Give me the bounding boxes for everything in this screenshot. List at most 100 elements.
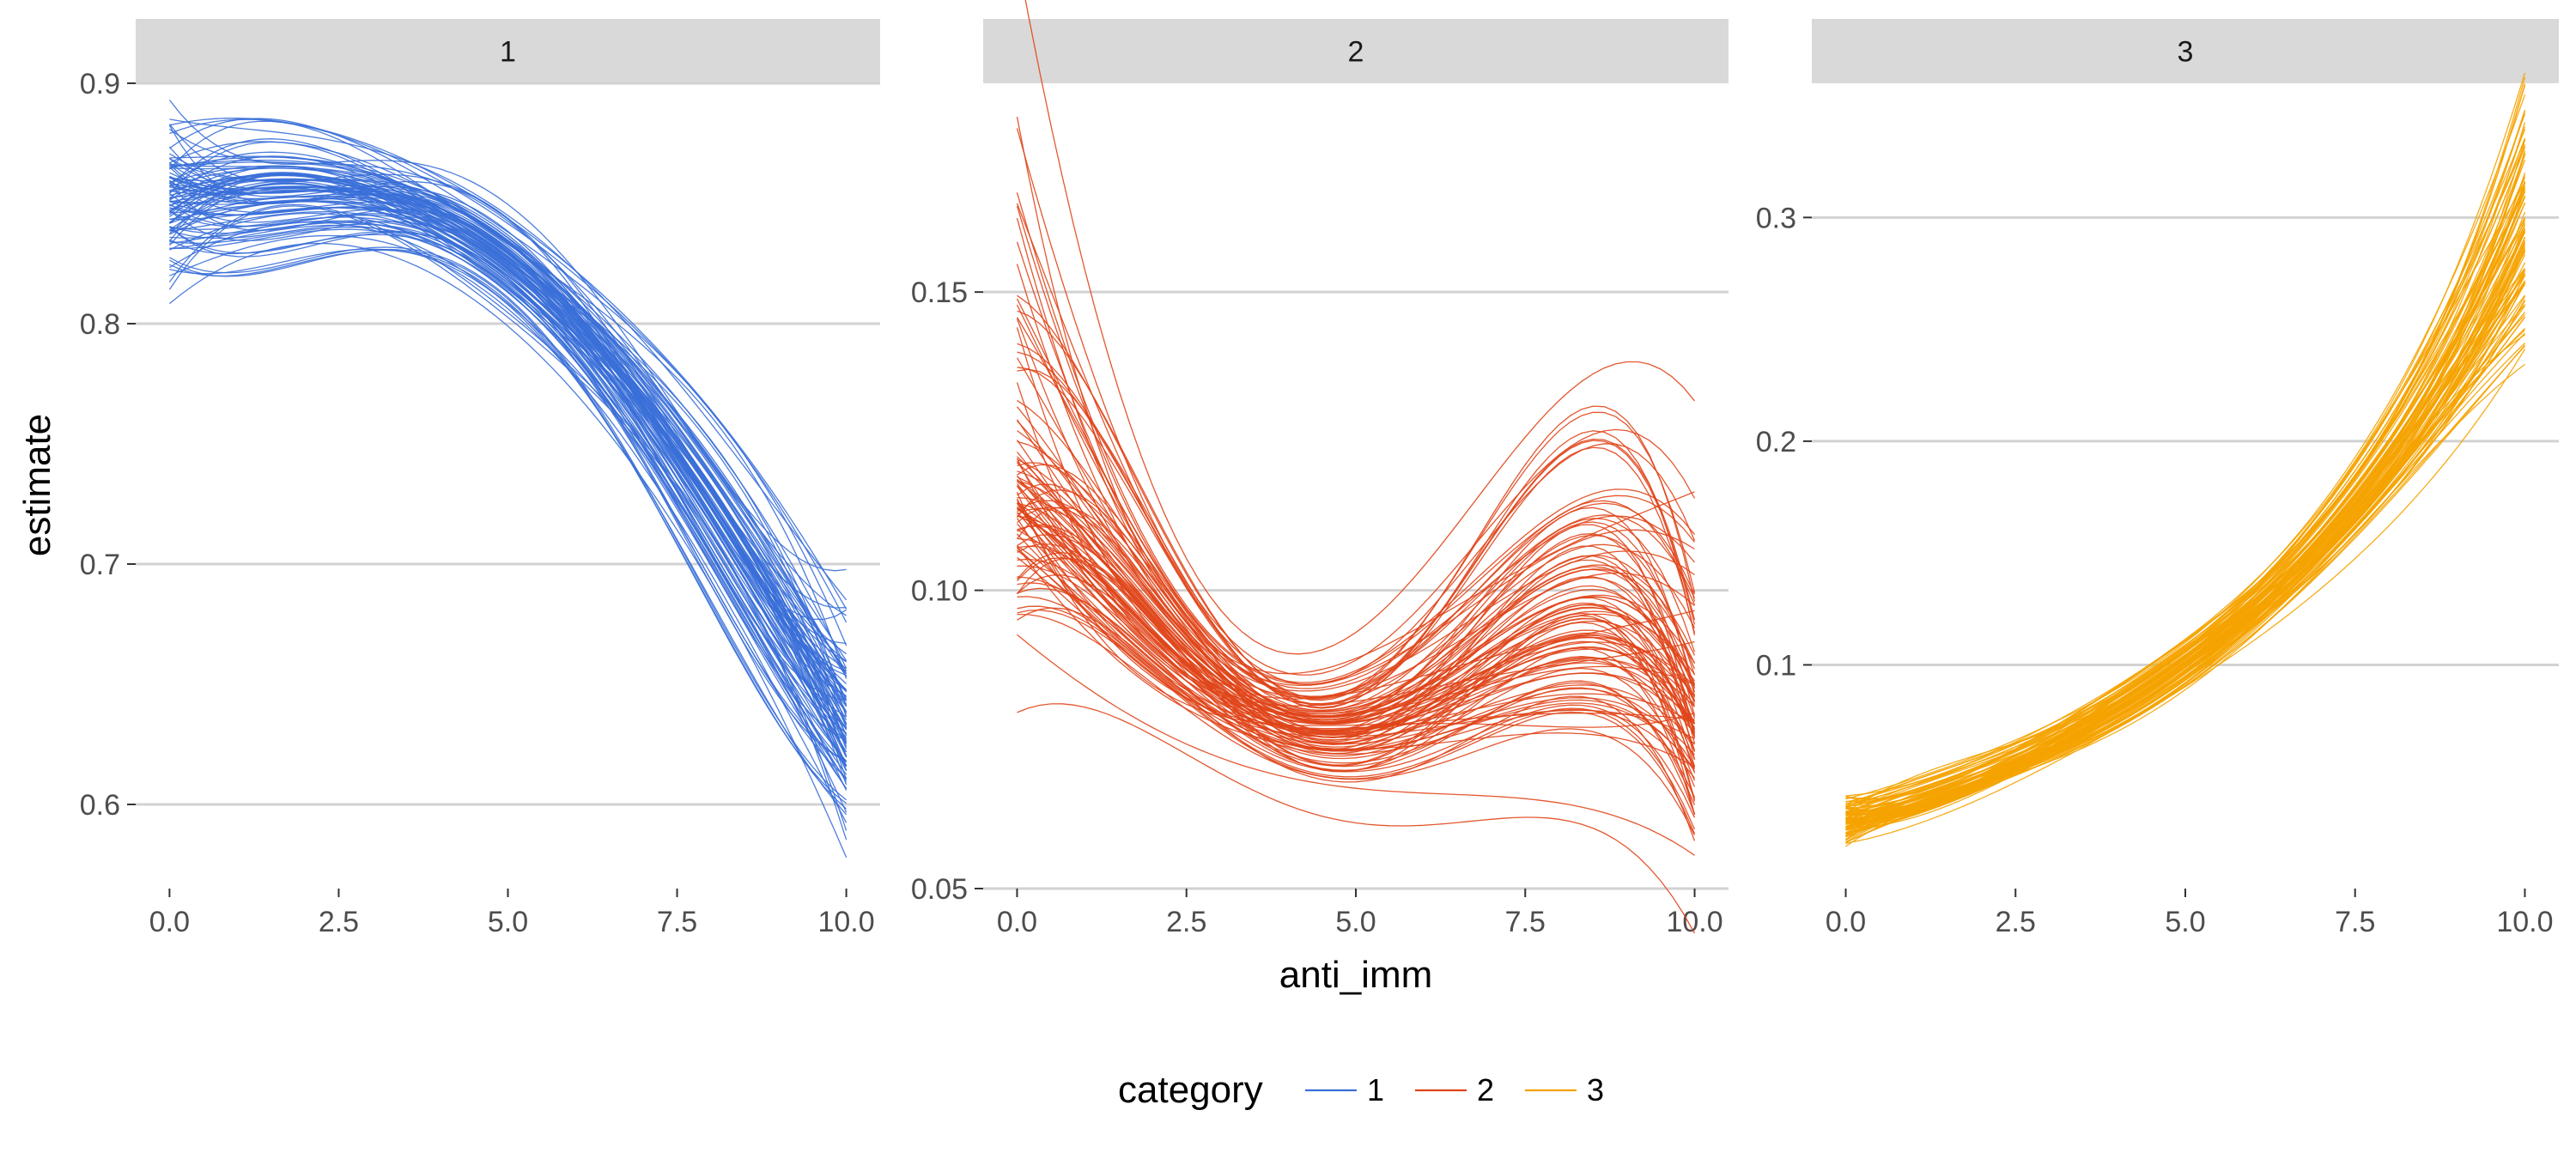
series-draw-line [1016,483,1695,725]
series-draw-line [1845,349,2526,844]
series-draw-line [1845,231,2526,822]
series-draw-line [1845,250,2526,824]
x-tick-label: 0.0 [149,906,190,938]
series-draw-line [1845,275,2526,829]
series-draw-line [169,141,848,669]
y-axis-title: estimate [16,414,58,556]
x-tick-label: 10.0 [817,906,874,938]
series-draw-line [1017,478,1696,723]
series-draw-line [1845,188,2526,815]
series-draw-line [1845,182,2526,814]
series-draw-line [1016,558,1696,816]
series-draw-line [169,196,848,758]
series-draw-line [168,242,848,858]
series-draw-line [1845,240,2526,822]
series-draw-line [169,197,848,729]
series-draw-line [1845,242,2526,823]
series-draw-line [1017,507,1696,735]
series-draw-line [1845,217,2526,819]
y-tick-label: 0.7 [80,549,120,581]
legend-label-2: 2 [1477,1072,1494,1107]
series-draw-line [1845,237,2526,822]
y-tick-label: 0.1 [1756,649,1796,682]
series-draw-line [1845,232,2526,822]
series-draws-2 [1016,0,1696,934]
series-draw-line [1845,243,2526,823]
legend-title: category [1118,1069,1263,1111]
series-draw-line [1016,506,1696,760]
series-draw-line [1017,703,1696,934]
series-draw-line [1017,525,1696,751]
series-draw-line [169,234,848,779]
series-draw-line [1845,126,2526,805]
series-draw-line [169,156,848,677]
series-draw-line [1017,634,1695,856]
facet-strip-label: 3 [2178,36,2194,69]
x-tick-label: 2.5 [1996,906,2036,938]
x-tick-label: 2.5 [319,906,359,938]
series-draw-line [1016,498,1695,730]
series-draw-line [169,248,848,816]
series-draw-line [1845,180,2526,815]
series-draw-line [1017,524,1696,752]
series-draw-line [1845,262,2526,827]
facet-strip-bg [136,19,880,83]
series-draw-line [169,158,848,663]
series-draw-line [169,118,848,646]
series-draw-line [1845,283,2526,831]
series-draw-line [168,182,847,701]
series-draw-line [1017,420,1696,713]
series-draw-line [1845,139,2526,813]
series-draw-line [169,174,848,713]
series-draw-line [1845,248,2526,824]
series-draw-line [1845,202,2526,816]
series-draw-line [1016,357,1696,705]
series-draw-line [1017,596,1696,818]
series-draw-line [1017,481,1696,724]
series-draw-line [1017,502,1696,732]
y-tick-label: 0.6 [80,789,120,822]
series-draw-line [1016,327,1695,700]
series-draw-line [169,210,848,743]
legend-label-3: 3 [1587,1072,1604,1107]
series-draw-line [1845,138,2526,807]
series-draw-line [1845,172,2526,816]
series-draw-line [1845,137,2526,807]
facet-strip-bg [1812,19,2559,83]
x-axis-title: anti_imm [1279,954,1433,996]
series-draw-line [1845,185,2526,814]
series-draw-line [1845,224,2526,820]
series-draw-line [1845,269,2526,828]
series-draw-line [1845,195,2526,816]
legend-label-1: 1 [1367,1072,1384,1107]
series-draw-line [1845,203,2526,816]
series-draw-line [1845,224,2526,821]
y-tick-label: 0.8 [80,308,120,341]
series-draw-line [1845,146,2526,808]
series-draw-line [1017,294,1696,699]
y-tick-label: 0.3 [1756,202,1796,234]
series-draw-line [1845,154,2526,813]
series-draw-line [169,207,848,753]
facet-strip-label: 1 [500,36,516,69]
y-tick-label: 0.05 [911,873,968,906]
series-draw-line [1017,607,1696,841]
facet-panel-3: 3 0.1 0.2 0.3 0.0 2.5 5.0 7.5 10.0 [1756,19,2559,938]
series-draw-line [1845,231,2526,822]
series-draw-line [1845,228,2526,821]
facet-panel-2: 2 0.05 0.10 0.15 0.0 2.5 5.0 7.5 10.0 [911,0,1728,938]
series-draw-line [169,220,848,762]
series-draw-line [1845,94,2526,800]
series-draw-line [1845,182,2526,814]
series-draw-line [1845,316,2526,838]
series-draw-line [1845,187,2526,819]
series-draw-line [169,128,847,616]
series-draw-line [1017,533,1695,755]
series-draw-line [168,205,848,840]
series-draw-line [1024,0,1696,655]
series-draw-line [169,172,848,684]
series-draw-line [1845,280,2526,830]
series-draw-line [1017,476,1696,722]
y-tick-label: 0.15 [911,276,968,309]
